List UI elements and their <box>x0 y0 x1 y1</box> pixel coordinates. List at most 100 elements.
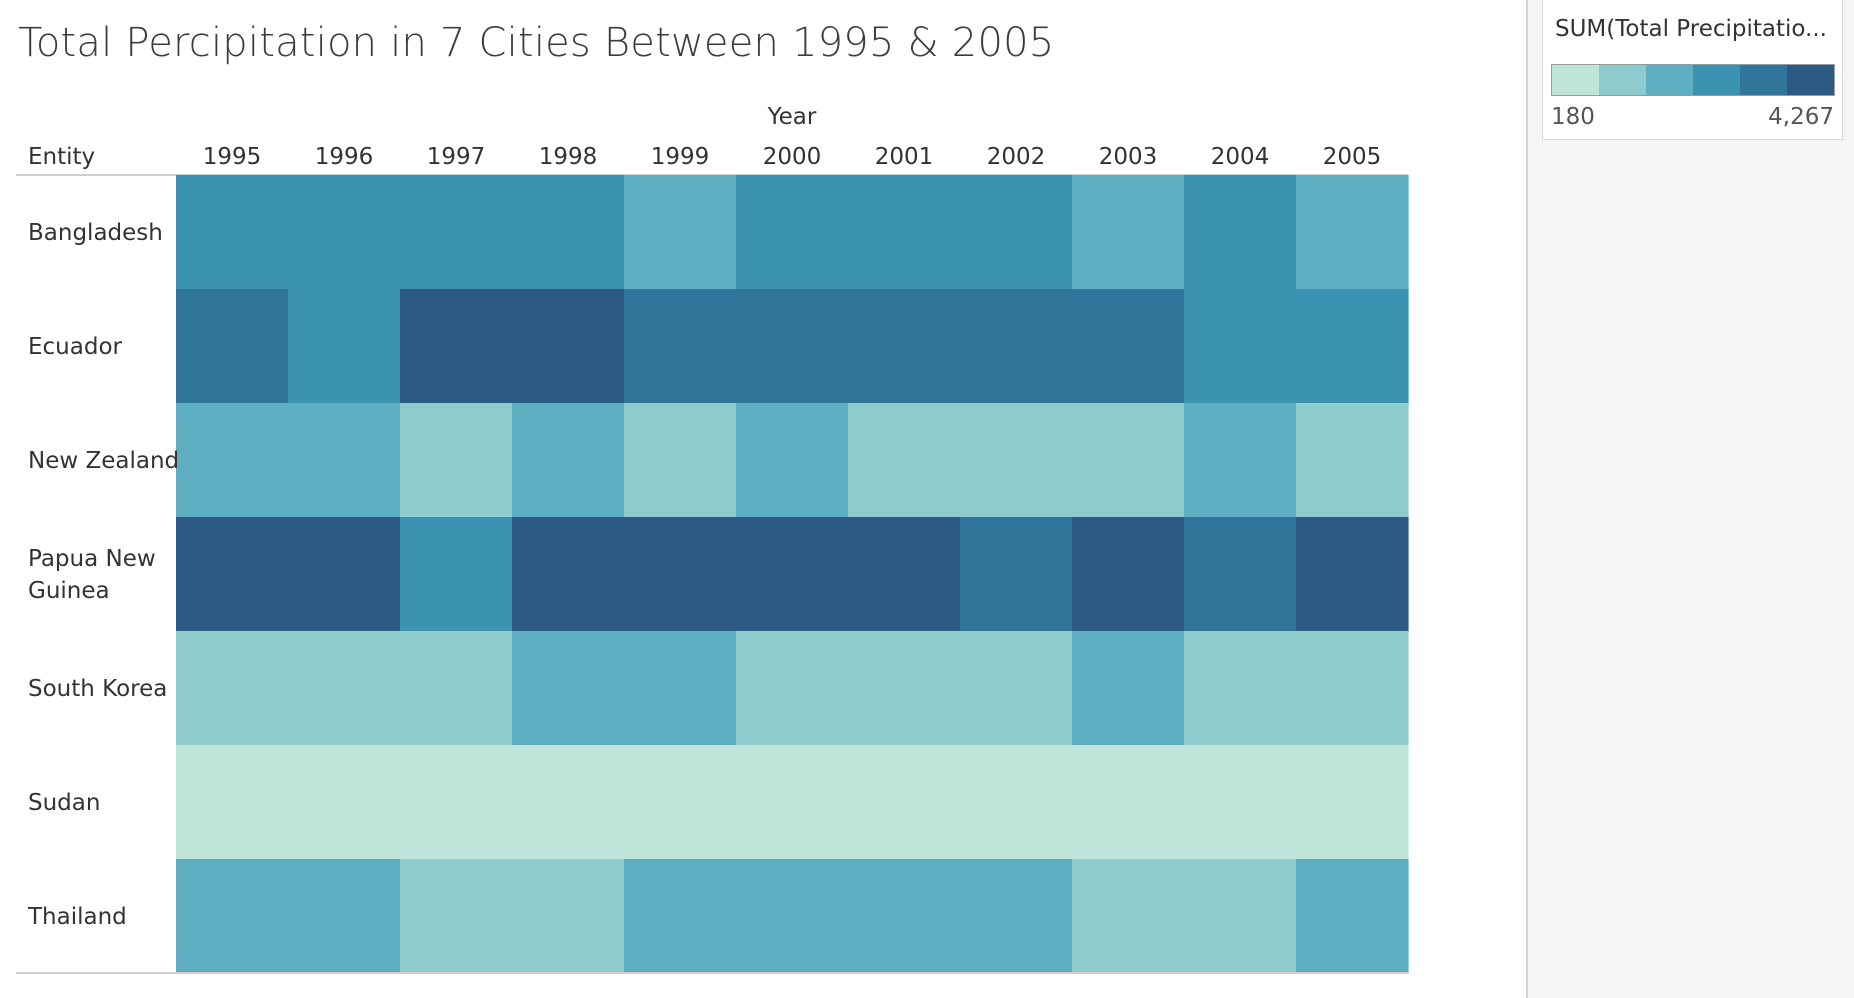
heatmap-cell[interactable] <box>176 289 289 404</box>
heatmap-cell[interactable] <box>400 745 513 860</box>
heatmap-cell[interactable] <box>176 517 289 632</box>
row-header-entity: Entity <box>28 144 95 170</box>
heatmap-cell[interactable] <box>512 403 625 518</box>
legend-swatch <box>1599 65 1646 95</box>
heatmap-cell[interactable] <box>624 745 737 860</box>
year-label: 2005 <box>1323 144 1382 170</box>
legend-title: SUM(Total Precipitatio... <box>1555 16 1827 42</box>
heatmap-cell[interactable] <box>1296 517 1409 632</box>
heatmap-cell[interactable] <box>848 745 961 860</box>
heatmap-cell[interactable] <box>624 631 737 746</box>
heatmap-cell[interactable] <box>512 631 625 746</box>
heatmap-cell[interactable] <box>1296 631 1409 746</box>
heatmap-cell[interactable] <box>1296 745 1409 860</box>
heatmap-cell[interactable] <box>512 175 625 290</box>
color-legend[interactable]: SUM(Total Precipitatio... 180 4,267 <box>1542 0 1843 140</box>
heatmap-cell[interactable] <box>736 631 849 746</box>
heatmap-cell[interactable] <box>960 859 1073 974</box>
heatmap-cell[interactable] <box>512 289 625 404</box>
heatmap-cell[interactable] <box>1072 175 1185 290</box>
heatmap-cell[interactable] <box>736 403 849 518</box>
heatmap-cell[interactable] <box>1072 631 1185 746</box>
heatmap-cell[interactable] <box>848 859 961 974</box>
heatmap-cell[interactable] <box>960 631 1073 746</box>
heatmap-cell[interactable] <box>176 403 289 518</box>
heatmap-cell[interactable] <box>848 289 961 404</box>
heatmap-cell[interactable] <box>288 517 401 632</box>
heatmap-cell[interactable] <box>400 517 513 632</box>
heatmap-cell[interactable] <box>400 631 513 746</box>
heatmap-cell[interactable] <box>288 289 401 404</box>
entity-label: South Korea <box>28 676 167 702</box>
heatmap-cell[interactable] <box>1184 517 1297 632</box>
year-label: 2000 <box>763 144 822 170</box>
heatmap-cell[interactable] <box>960 403 1073 518</box>
heatmap-cell[interactable] <box>400 403 513 518</box>
heatmap-cell[interactable] <box>624 859 737 974</box>
heatmap-cell[interactable] <box>400 289 513 404</box>
heatmap-cell[interactable] <box>1296 859 1409 974</box>
year-label: 1999 <box>651 144 710 170</box>
entity-label: Ecuador <box>28 334 123 360</box>
heatmap-cell[interactable] <box>1072 859 1185 974</box>
entity-label: New Zealand <box>28 448 179 474</box>
heatmap-cell[interactable] <box>736 745 849 860</box>
entity-label: Papua New Guinea <box>28 546 156 604</box>
heatmap-cell[interactable] <box>512 517 625 632</box>
heatmap-cell[interactable] <box>624 289 737 404</box>
heatmap-cell[interactable] <box>176 175 289 290</box>
heatmap-cell[interactable] <box>288 403 401 518</box>
heatmap-cell[interactable] <box>176 745 289 860</box>
heatmap-cell[interactable] <box>288 859 401 974</box>
legend-swatch <box>1740 65 1787 95</box>
heatmap-cell[interactable] <box>960 289 1073 404</box>
heatmap-cell[interactable] <box>960 175 1073 290</box>
heatmap-cell[interactable] <box>512 745 625 860</box>
heatmap-cell[interactable] <box>1072 403 1185 518</box>
heatmap-cell[interactable] <box>1184 631 1297 746</box>
heatmap-cell[interactable] <box>1296 289 1409 404</box>
heatmap-cell[interactable] <box>848 631 961 746</box>
year-label: 2003 <box>1099 144 1158 170</box>
year-label: 1998 <box>539 144 598 170</box>
heatmap-cell[interactable] <box>624 517 737 632</box>
heatmap-cell[interactable] <box>1072 517 1185 632</box>
heatmap-cell[interactable] <box>1296 403 1409 518</box>
heatmap-cell[interactable] <box>288 631 401 746</box>
year-label: 2002 <box>987 144 1046 170</box>
heatmap-cell[interactable] <box>848 175 961 290</box>
heatmap-cell[interactable] <box>960 745 1073 860</box>
year-label: 1996 <box>315 144 374 170</box>
heatmap-cell[interactable] <box>1072 289 1185 404</box>
heatmap-cell[interactable] <box>736 289 849 404</box>
heatmap-cell[interactable] <box>1072 745 1185 860</box>
entity-label: Bangladesh <box>28 220 163 246</box>
heatmap-cell[interactable] <box>848 517 961 632</box>
legend-min-label: 180 <box>1551 104 1595 130</box>
heatmap-cell[interactable] <box>288 745 401 860</box>
heatmap-cell[interactable] <box>1184 859 1297 974</box>
heatmap-cell[interactable] <box>736 517 849 632</box>
heatmap-cell[interactable] <box>1184 403 1297 518</box>
heatmap-cell[interactable] <box>176 859 289 974</box>
legend-max-label: 4,267 <box>1768 104 1834 130</box>
heatmap-cell[interactable] <box>624 403 737 518</box>
heatmap-cell[interactable] <box>1184 289 1297 404</box>
heatmap-cell[interactable] <box>624 175 737 290</box>
entity-label: Thailand <box>27 904 127 930</box>
heatmap-cell[interactable] <box>1184 745 1297 860</box>
heatmap-cell[interactable] <box>400 859 513 974</box>
heatmap-cell[interactable] <box>176 631 289 746</box>
entity-label: Sudan <box>28 790 100 816</box>
heatmap-cell[interactable] <box>736 859 849 974</box>
heatmap-cell[interactable] <box>960 517 1073 632</box>
heatmap-cell[interactable] <box>848 403 961 518</box>
heatmap-cell[interactable] <box>1184 175 1297 290</box>
heatmap-cell[interactable] <box>736 175 849 290</box>
legend-color-ramp <box>1551 64 1835 96</box>
heatmap-cell[interactable] <box>1296 175 1409 290</box>
heatmap-cell[interactable] <box>400 175 513 290</box>
heatmap-cell[interactable] <box>512 859 625 974</box>
heatmap-cell[interactable] <box>288 175 401 290</box>
